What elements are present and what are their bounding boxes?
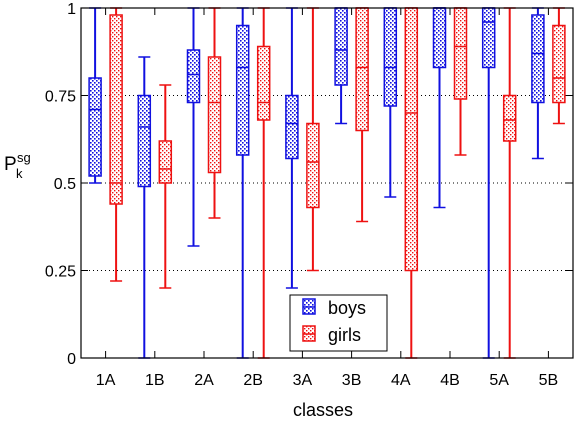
x-tick-label: 1B <box>145 372 165 389</box>
box-iqr <box>207 56 222 174</box>
y-tick-label: 0.5 <box>54 176 76 193</box>
x-tick-label: 4A <box>391 372 411 389</box>
girls-box-4B <box>453 7 468 156</box>
box-iqr <box>334 7 348 86</box>
boys-box-4A <box>383 7 398 198</box>
box-iqr <box>383 7 398 107</box>
x-tick-label: 5B <box>539 372 559 389</box>
y-tick-label: 0.75 <box>45 89 76 106</box>
box-iqr <box>552 24 566 104</box>
y-axis-label-sub: k <box>16 166 23 181</box>
boxes-layer <box>88 7 566 359</box>
box-iqr <box>235 24 250 156</box>
boys-box-1A <box>88 7 102 184</box>
box-iqr <box>158 140 173 184</box>
girls-box-3A <box>306 7 320 272</box>
box-iqr <box>306 122 320 209</box>
axes-layer: 0 0.25 0.5 0.75 1 1A 1B 2A 2B 3A 3B 4A 4B 5A 5B classes… <box>4 1 574 420</box>
y-tick-label: 0.25 <box>45 264 76 281</box>
x-tick-label: 3B <box>342 372 362 389</box>
girls-box-3B <box>355 7 369 223</box>
boys-box-1B <box>137 56 152 359</box>
x-tick-label: 5A <box>489 372 509 389</box>
girls-box-1B <box>158 84 173 289</box>
box-iqr <box>404 7 419 272</box>
x-axis-label: classes <box>293 400 353 420</box>
y-axis-label-sup: sg <box>17 150 31 165</box>
y-axis-label-main: P <box>4 154 17 175</box>
box-iqr <box>256 45 271 121</box>
box-iqr <box>186 49 201 104</box>
x-tick-label: 2B <box>243 372 263 389</box>
x-tick-label: 1A <box>96 372 116 389</box>
girls-box-1A <box>109 7 123 282</box>
box-iqr <box>531 14 545 104</box>
x-tick-label: 2A <box>194 372 214 389</box>
girls-box-4A <box>404 7 419 359</box>
legend-label-girls: girls <box>328 325 361 345</box>
boys-box-3A <box>285 7 299 289</box>
girls-box-5A <box>502 7 517 359</box>
box-iqr <box>481 7 496 69</box>
boys-box-3B <box>334 7 348 125</box>
girls-box-2A <box>207 7 222 219</box>
box-iqr <box>432 7 447 69</box>
boys-box-5A <box>481 7 496 359</box>
box-iqr <box>137 94 152 188</box>
boys-box-2A <box>186 7 201 247</box>
boys-box-5B <box>531 7 545 160</box>
boys-box-4B <box>432 7 447 209</box>
x-tick-label: 3A <box>293 372 313 389</box>
y-tick-label: 1 <box>67 1 76 18</box>
x-tick-label: 4B <box>440 372 460 389</box>
box-iqr <box>88 77 102 177</box>
girls-box-5B <box>552 7 566 125</box>
box-iqr <box>285 94 299 160</box>
boys-box-2B <box>235 7 250 359</box>
box-iqr <box>502 94 517 142</box>
box-iqr <box>355 7 369 132</box>
girls-box-2B <box>256 7 271 359</box>
legend: boys girls <box>289 294 388 352</box>
y-tick-label: 0 <box>67 351 76 368</box>
grid-layer <box>81 95 573 271</box>
legend-label-boys: boys <box>328 298 366 318</box>
box-iqr <box>453 7 468 100</box>
box-iqr <box>109 14 123 205</box>
